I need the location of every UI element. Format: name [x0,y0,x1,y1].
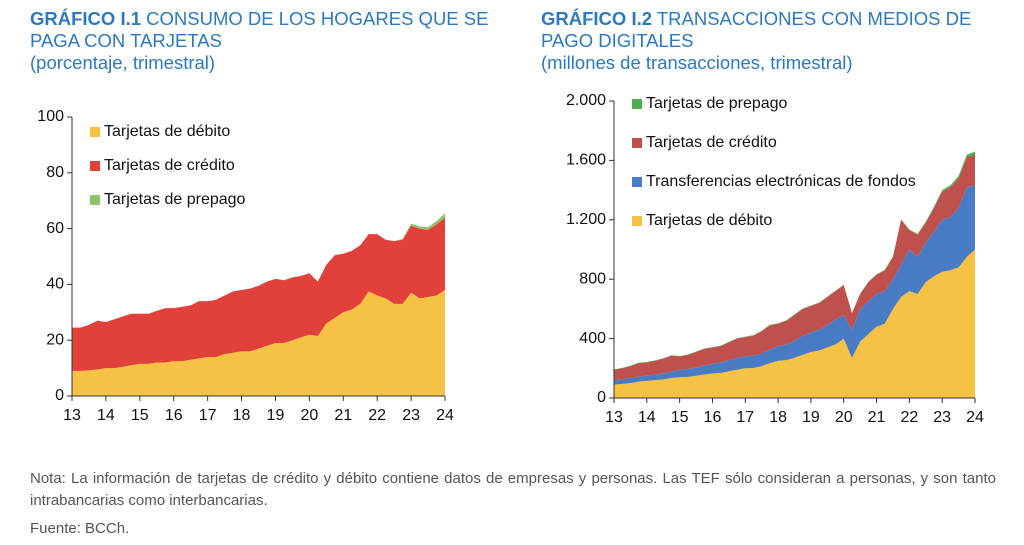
x-tick-label: 17 [736,409,754,426]
x-tick-label: 18 [769,409,787,426]
x-tick-label: 17 [199,407,217,424]
chart-title: GRÁFICO I.1 CONSUMO DE LOS HOGARES QUE S… [30,8,510,74]
y-tick-label: 60 [46,220,64,237]
legend-swatch [90,127,100,137]
x-tick-label: 22 [368,407,386,424]
legend-label: Tarjetas de crédito [646,134,777,151]
y-tick-label: 0 [55,387,64,404]
x-tick-label: 23 [933,409,951,426]
x-tick-label: 18 [233,407,251,424]
legend-swatch [632,216,642,226]
area [72,217,445,371]
x-tick-label: 16 [704,409,722,426]
legend-label: Tarjetas de débito [646,212,772,229]
chart-title: GRÁFICO I.2 TRANSACCIONES CON MEDIOS DE … [541,8,1001,74]
legend-swatch [632,138,642,148]
x-tick-label: 23 [402,407,420,424]
legend-label: Transferencias electrónicas de fondos [646,173,916,190]
x-tick-label: 16 [165,407,183,424]
x-tick-label: 24 [436,407,454,424]
x-tick-label: 14 [638,409,656,426]
source: Fuente: BCCh. [30,520,130,537]
x-tick-label: 19 [802,409,820,426]
legend-swatch [90,195,100,205]
x-tick-label: 13 [605,409,623,426]
area [614,154,975,381]
subtitle: (porcentaje, trimestral) [30,52,216,73]
y-tick-label: 800 [579,270,606,287]
y-tick-label: 400 [579,330,606,347]
area [614,249,975,398]
legend-label: Tarjetas de prepago [646,95,788,112]
area [72,289,445,396]
y-tick-label: 80 [46,164,64,181]
x-tick-label: 13 [63,407,81,424]
legend-swatch [90,161,100,171]
x-tick-label: 15 [671,409,689,426]
note: Nota: La información de tarjetas de créd… [30,470,996,509]
legend-swatch [632,99,642,109]
x-tick-label: 19 [267,407,285,424]
legend-label: Tarjetas de prepago [104,191,246,208]
x-tick-label: 15 [131,407,149,424]
y-tick-label: 100 [37,108,64,125]
title-text: CONSUMO DE LOS HOGARES QUE SE PAGA CON T… [30,8,489,51]
y-tick-label: 1.200 [566,211,606,228]
x-tick-label: 21 [868,409,886,426]
legend-label: Tarjetas de crédito [104,157,235,174]
y-tick-label: 2.000 [566,92,606,109]
x-tick-label: 21 [334,407,352,424]
x-tick-label: 20 [835,409,853,426]
x-tick-label: 24 [966,409,984,426]
y-tick-label: 0 [597,389,606,406]
title-label: GRÁFICO I.2 [541,8,653,29]
title-text: TRANSACCIONES CON MEDIOS DE PAGO DIGITAL… [541,8,972,51]
area [614,185,975,385]
legend-swatch [632,177,642,187]
x-tick-label: 22 [900,409,918,426]
y-tick-label: 20 [46,331,64,348]
y-tick-label: 40 [46,276,64,293]
x-tick-label: 14 [97,407,115,424]
subtitle: (millones de transacciones, trimestral) [541,52,853,73]
legend-label: Tarjetas de débito [104,123,230,140]
x-tick-label: 20 [300,407,318,424]
title-label: GRÁFICO I.1 [30,8,142,29]
y-tick-label: 1.600 [566,152,606,169]
